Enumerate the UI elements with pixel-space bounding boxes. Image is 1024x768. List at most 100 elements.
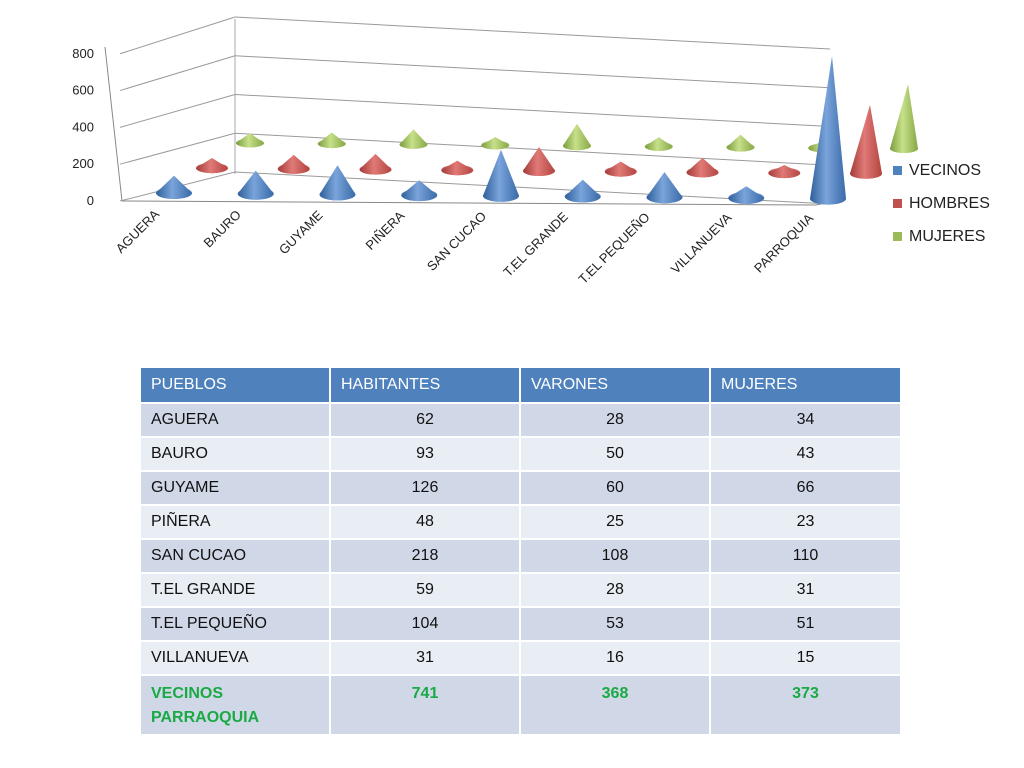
cone-base: [523, 165, 555, 176]
cone-vecinos-8: [810, 56, 846, 205]
cell-pueblo: PIÑERA: [141, 506, 331, 540]
gridline-back: [234, 55, 831, 89]
cone-hombres-0: [196, 157, 228, 174]
table-row: T.EL GRANDE 59 28 31: [141, 574, 902, 608]
cone-base: [359, 164, 392, 175]
table-row: GUYAME 126 60 66: [141, 472, 902, 506]
total-label-line2: PARRAOQUIA: [151, 709, 260, 726]
cone-base: [726, 142, 755, 152]
gridline-left: [119, 132, 236, 165]
legend-swatch-vecinos: [893, 166, 902, 175]
cone-base: [768, 167, 801, 179]
cell-habitantes: 126: [331, 472, 521, 506]
cone-hombres-6: [686, 157, 719, 178]
cell-mujeres: 43: [711, 438, 902, 472]
cell-habitantes: 31: [331, 642, 521, 676]
chart-cones: [156, 56, 918, 205]
cell-pueblo: T.EL GRANDE: [141, 574, 331, 608]
cone-hombres-4: [523, 146, 555, 176]
cell-pueblo: AGUERA: [141, 404, 331, 438]
chart-legend: VECINOS HOMBRES MUJERES: [893, 162, 990, 245]
y-axis-tick-labels: 0 200 400 600 800: [72, 46, 94, 208]
cone-base: [481, 140, 510, 150]
table-row: PIÑERA 48 25 23: [141, 506, 902, 540]
cell-varones: 28: [521, 404, 711, 438]
cone-mujeres-8: [890, 84, 918, 154]
cell-varones: 60: [521, 472, 711, 506]
table-header-row: PUEBLOS HABITANTES VARONES MUJERES: [141, 368, 902, 404]
cone-base: [196, 162, 228, 174]
cone-base: [401, 189, 438, 202]
x-tick-label: SAN CUCAO: [424, 209, 489, 274]
cone-vecinos-0: [156, 175, 192, 199]
cell-mujeres: 23: [711, 506, 902, 540]
cell-varones: 108: [521, 540, 711, 574]
cone-base: [563, 141, 591, 151]
table-row: AGUERA 62 28 34: [141, 404, 902, 438]
cell-pueblo: VILLANUEVA: [141, 642, 331, 676]
chart-frame: [104, 19, 831, 206]
cell-varones: 16: [521, 642, 711, 676]
cell-pueblo: SAN CUCAO: [141, 540, 331, 574]
header-varones: VARONES: [521, 368, 711, 404]
cone-base: [399, 140, 428, 149]
table-row: BAURO 93 50 43: [141, 438, 902, 472]
cone-mujeres-1: [317, 132, 346, 149]
cone-mujeres-4: [563, 123, 591, 151]
cone-base: [319, 188, 356, 201]
cell-mujeres: 15: [711, 642, 902, 676]
x-tick-label: AGUERA: [113, 206, 163, 256]
cone-vecinos-2: [319, 165, 356, 201]
cone-hombres-5: [604, 161, 637, 177]
table-row: SAN CUCAO 218 108 110: [141, 540, 902, 574]
total-label: VECINOS PARRAOQUIA: [141, 676, 331, 736]
cell-pueblo: T.EL PEQUEÑO: [141, 608, 331, 642]
cone-vecinos-1: [237, 170, 274, 200]
x-axis-category-labels: AGUERA BAURO GUYAME PIÑERA SAN CUCAO T.EL GRA…: [113, 206, 817, 286]
y-tick-label: 800: [72, 46, 94, 61]
cone-vecinos-3: [401, 180, 438, 202]
cone-vecinos-4: [483, 149, 519, 202]
cell-varones: 25: [521, 506, 711, 540]
x-tick-label: T.EL GRANDE: [500, 209, 571, 280]
cone-base: [686, 167, 719, 178]
cell-habitantes: 59: [331, 574, 521, 608]
cone-body: [483, 149, 519, 202]
cone-base: [236, 138, 264, 148]
cell-habitantes: 62: [331, 404, 521, 438]
cell-mujeres: 51: [711, 608, 902, 642]
cone-base: [728, 191, 765, 204]
cone-base: [441, 164, 474, 176]
gridline-back: [234, 16, 831, 50]
cone-hombres-3: [441, 160, 474, 176]
cone-base: [890, 144, 918, 154]
cell-pueblo: GUYAME: [141, 472, 331, 506]
cone-base: [237, 187, 274, 200]
gridline-left: [119, 16, 236, 55]
gridline-left: [119, 55, 236, 92]
y-tick-label: 200: [72, 156, 94, 171]
cone-hombres-7: [768, 164, 801, 179]
cell-habitantes: 218: [331, 540, 521, 574]
legend-swatch-hombres: [893, 199, 902, 208]
cone-mujeres-0: [236, 133, 264, 148]
total-label-line1: VECINOS: [151, 685, 224, 702]
cone-vecinos-7: [728, 186, 765, 204]
cone-mujeres-5: [644, 137, 673, 151]
cell-habitantes: 104: [331, 608, 521, 642]
cone-hombres-1: [277, 154, 310, 174]
cell-habitantes: 48: [331, 506, 521, 540]
x-tick-label: PARROQUIA: [751, 210, 816, 275]
y-tick-label: 600: [72, 83, 94, 98]
total-mujeres: 373: [711, 676, 902, 736]
y-tick-label: 400: [72, 119, 94, 134]
cone-base: [277, 163, 310, 174]
legend-label-vecinos: VECINOS: [909, 162, 981, 179]
cone-base: [483, 189, 519, 202]
legend-label-mujeres: MUJERES: [909, 228, 985, 245]
cone-chart: 0 200 400 600 800 AGUERA BAURO GUYAME PIÑERA SAN…: [72, 16, 990, 287]
cone-vecinos-5: [564, 179, 601, 203]
table-row: T.EL PEQUEÑO 104 53 51: [141, 608, 902, 642]
x-tick-label: BAURO: [201, 207, 244, 250]
cell-mujeres: 110: [711, 540, 902, 574]
